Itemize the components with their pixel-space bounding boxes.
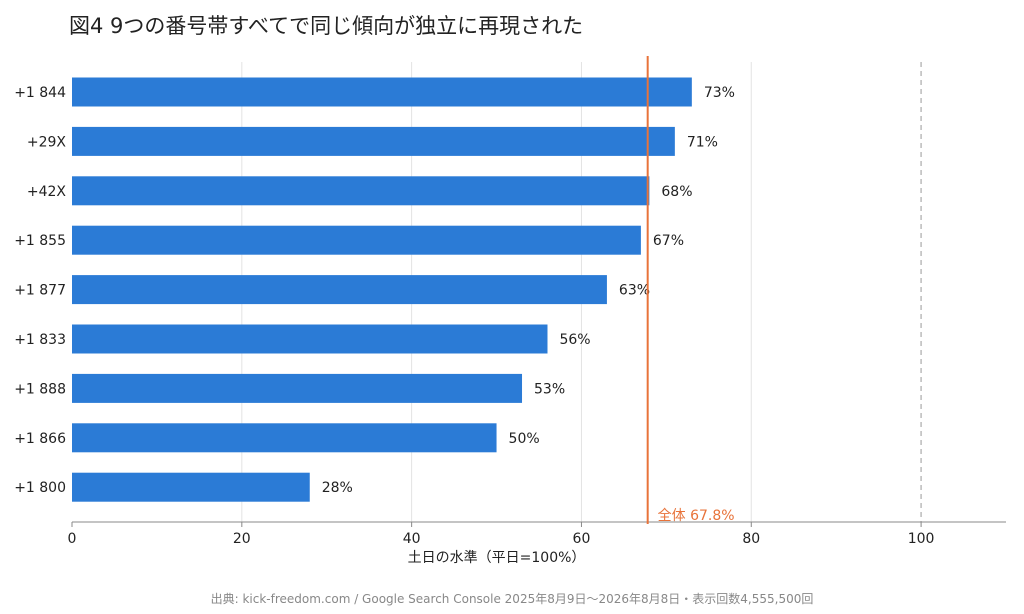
x-tick-label-20: 20 bbox=[233, 531, 251, 547]
bar-2 bbox=[72, 176, 650, 206]
category-label-0: +1 844 bbox=[14, 85, 66, 101]
chart-title: 図4 9つの番号帯すべてで同じ傾向が独立に再現された bbox=[69, 14, 584, 38]
category-label-6: +1 888 bbox=[14, 381, 66, 397]
category-label-2: +42X bbox=[27, 184, 67, 200]
x-axis-title: 土日の水準（平日=100%） bbox=[408, 550, 586, 566]
bar-5 bbox=[72, 324, 548, 354]
bar-3 bbox=[72, 225, 641, 255]
category-label-1: +29X bbox=[27, 134, 67, 150]
value-label-8: 28% bbox=[322, 480, 353, 496]
value-label-0: 73% bbox=[704, 85, 735, 101]
bar-6 bbox=[72, 373, 523, 403]
value-label-2: 68% bbox=[661, 184, 692, 200]
bar-4 bbox=[72, 275, 607, 305]
x-tick-label-100: 100 bbox=[908, 531, 935, 547]
x-tick-label-0: 0 bbox=[68, 531, 77, 547]
x-tick-label-80: 80 bbox=[742, 531, 760, 547]
category-label-7: +1 866 bbox=[14, 431, 66, 447]
value-label-7: 50% bbox=[509, 431, 540, 447]
category-label-8: +1 800 bbox=[14, 480, 66, 496]
value-label-3: 67% bbox=[653, 233, 684, 249]
value-label-6: 53% bbox=[534, 381, 565, 397]
category-label-5: +1 833 bbox=[14, 332, 66, 348]
reference-line-label: 全体 67.8% bbox=[658, 507, 735, 524]
bar-1 bbox=[72, 126, 675, 156]
x-tick-label-60: 60 bbox=[573, 531, 591, 547]
category-label-3: +1 855 bbox=[14, 233, 66, 249]
source-note: 出典: kick-freedom.com / Google Search Con… bbox=[210, 592, 814, 606]
value-label-1: 71% bbox=[687, 134, 718, 150]
x-tick-label-40: 40 bbox=[403, 531, 421, 547]
bar-7 bbox=[72, 423, 497, 453]
bar-8 bbox=[72, 472, 310, 502]
category-label-4: +1 877 bbox=[14, 283, 66, 299]
value-label-5: 56% bbox=[559, 332, 590, 348]
value-label-4: 63% bbox=[619, 283, 650, 299]
bar-0 bbox=[72, 77, 692, 107]
